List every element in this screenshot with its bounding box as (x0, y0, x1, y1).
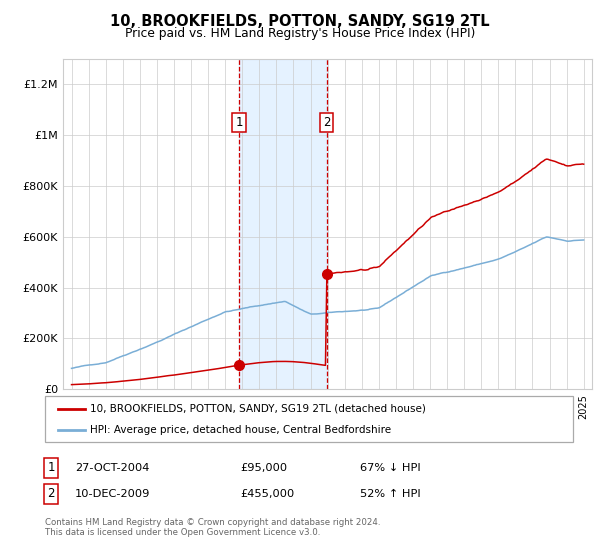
Text: 1: 1 (235, 116, 243, 129)
Text: £95,000: £95,000 (240, 463, 287, 473)
FancyBboxPatch shape (45, 396, 573, 442)
Text: Contains HM Land Registry data © Crown copyright and database right 2024.
This d: Contains HM Land Registry data © Crown c… (45, 518, 380, 538)
Text: 67% ↓ HPI: 67% ↓ HPI (360, 463, 421, 473)
Text: Price paid vs. HM Land Registry's House Price Index (HPI): Price paid vs. HM Land Registry's House … (125, 27, 475, 40)
Text: 10, BROOKFIELDS, POTTON, SANDY, SG19 2TL: 10, BROOKFIELDS, POTTON, SANDY, SG19 2TL (110, 14, 490, 29)
Text: 52% ↑ HPI: 52% ↑ HPI (360, 489, 421, 499)
Text: 2: 2 (47, 487, 55, 501)
Text: 10-DEC-2009: 10-DEC-2009 (75, 489, 151, 499)
Text: 10, BROOKFIELDS, POTTON, SANDY, SG19 2TL (detached house): 10, BROOKFIELDS, POTTON, SANDY, SG19 2TL… (90, 404, 426, 414)
Text: 1: 1 (47, 461, 55, 474)
Text: 2: 2 (323, 116, 331, 129)
Text: HPI: Average price, detached house, Central Bedfordshire: HPI: Average price, detached house, Cent… (90, 425, 391, 435)
Text: £455,000: £455,000 (240, 489, 294, 499)
Bar (239, 59, 326, 389)
Text: 27-OCT-2004: 27-OCT-2004 (75, 463, 149, 473)
